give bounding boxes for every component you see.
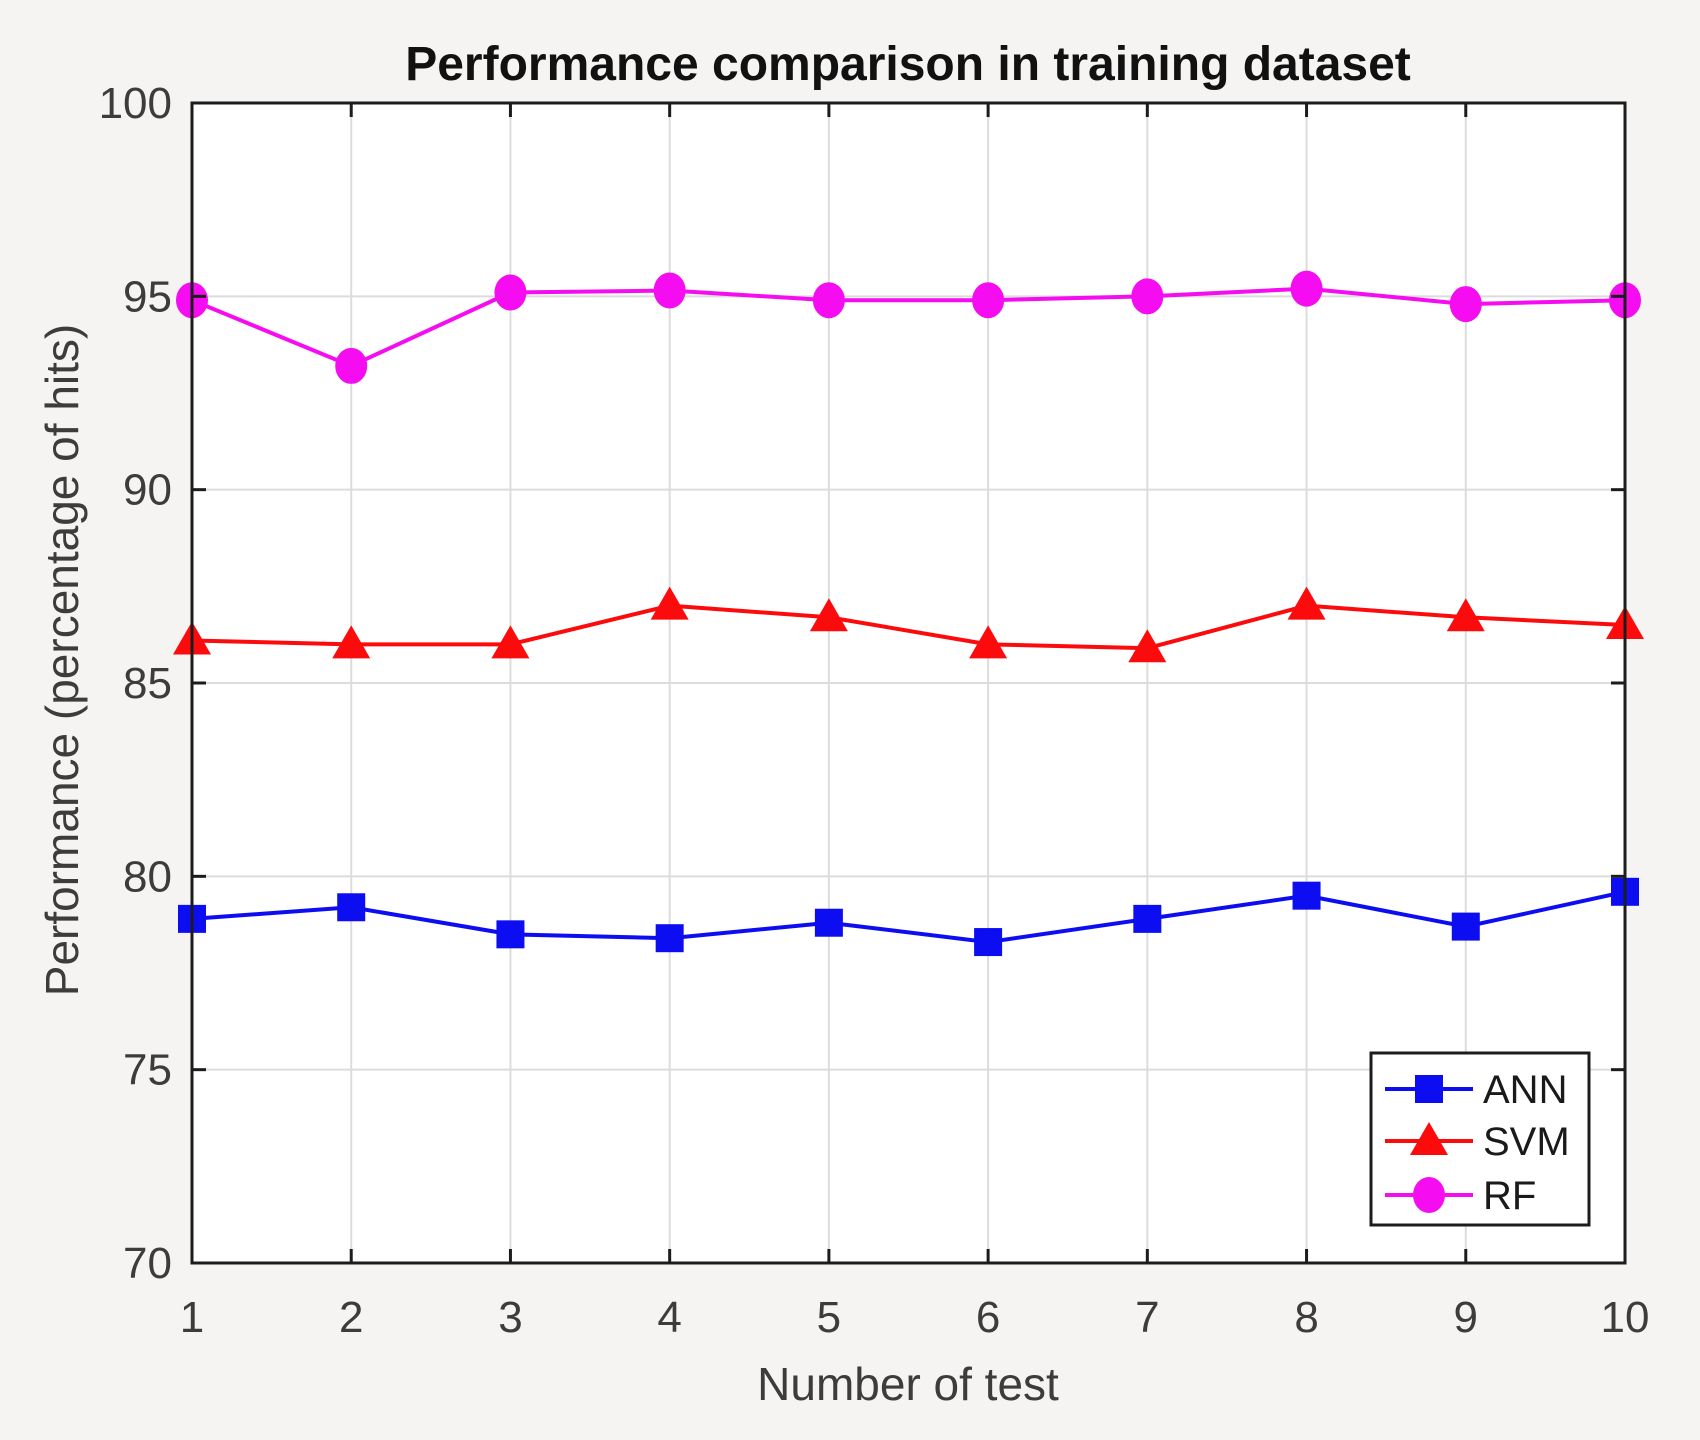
data-point-marker-ann — [974, 928, 1003, 957]
data-point-marker-rf — [494, 274, 527, 311]
legend-marker-circle — [1413, 1177, 1445, 1213]
tick-labels: 1 2 3 4 5 6 7 8 9 10 70 75 80 85 90 95 100 — [99, 79, 1650, 1342]
series-ann — [178, 877, 1639, 957]
x-tick-label: 6 — [976, 1293, 1000, 1342]
data-point-marker-ann — [814, 908, 843, 937]
x-tick-label: 4 — [657, 1293, 681, 1342]
x-tick-label: 9 — [1454, 1293, 1478, 1342]
legend-marker-triangle — [1410, 1122, 1448, 1155]
legend-label-ann: ANN — [1483, 1068, 1567, 1112]
series-rf — [176, 270, 1641, 384]
data-point-marker-svm — [1287, 586, 1326, 620]
legend: ANN SVM RF — [1369, 1051, 1591, 1227]
x-tick-label: 3 — [498, 1293, 522, 1342]
legend-item-ann: ANN — [1385, 1068, 1567, 1112]
data-point-marker-rf — [972, 282, 1005, 319]
data-point-marker-rf — [1131, 278, 1164, 315]
data-point-marker-svm — [650, 586, 689, 620]
data-point-marker-svm — [332, 625, 371, 659]
data-point-marker-svm — [1446, 598, 1485, 632]
data-point-marker-svm — [969, 625, 1008, 659]
legend-item-svm: SVM — [1385, 1120, 1570, 1164]
data-point-marker-ann — [337, 893, 366, 922]
data-point-marker-svm — [491, 625, 530, 659]
data-point-marker-rf — [812, 282, 845, 319]
series-line-rf — [191, 286, 1626, 369]
data-point-marker-ann — [496, 920, 525, 949]
data-point-marker-ann — [1292, 881, 1321, 910]
x-tick-label: 8 — [1294, 1293, 1318, 1342]
y-tick-label: 85 — [123, 659, 172, 708]
axis-ticks — [190, 101, 1627, 1265]
data-point-marker-svm — [809, 598, 848, 632]
legend-item-rf: RF — [1385, 1174, 1536, 1218]
y-tick-label: 95 — [123, 272, 172, 321]
data-point-marker-ann — [655, 924, 684, 953]
series-line-svm — [191, 603, 1626, 651]
x-tick-label: 10 — [1601, 1293, 1650, 1342]
y-tick-label: 100 — [99, 79, 172, 128]
x-tick-label: 1 — [180, 1293, 204, 1342]
y-tick-label: 70 — [123, 1239, 172, 1288]
y-axis-label: Performance (percentage of hits) — [36, 324, 88, 996]
y-tick-label: 75 — [123, 1046, 172, 1095]
x-tick-label: 5 — [817, 1293, 841, 1342]
legend-label-svm: SVM — [1483, 1120, 1570, 1164]
x-tick-label: 7 — [1135, 1293, 1159, 1342]
data-point-marker-rf — [1449, 286, 1482, 323]
data-point-marker-svm — [1128, 629, 1167, 663]
series-line-ann — [191, 889, 1626, 945]
data-series — [173, 270, 1644, 957]
data-point-marker-ann — [1451, 912, 1480, 941]
y-tick-label: 90 — [123, 466, 172, 515]
legend-marker-square — [1415, 1075, 1443, 1103]
data-point-marker-rf — [335, 347, 368, 384]
x-axis-label: Number of test — [757, 1358, 1059, 1410]
data-point-marker-ann — [1133, 904, 1162, 933]
legend-label-rf: RF — [1483, 1174, 1536, 1218]
data-point-marker-rf — [1290, 270, 1323, 307]
x-tick-label: 2 — [339, 1293, 363, 1342]
y-tick-label: 80 — [123, 852, 172, 901]
data-point-marker-rf — [653, 272, 686, 309]
series-svm — [173, 586, 1644, 663]
chart-title: Performance comparison in training datas… — [405, 38, 1411, 91]
